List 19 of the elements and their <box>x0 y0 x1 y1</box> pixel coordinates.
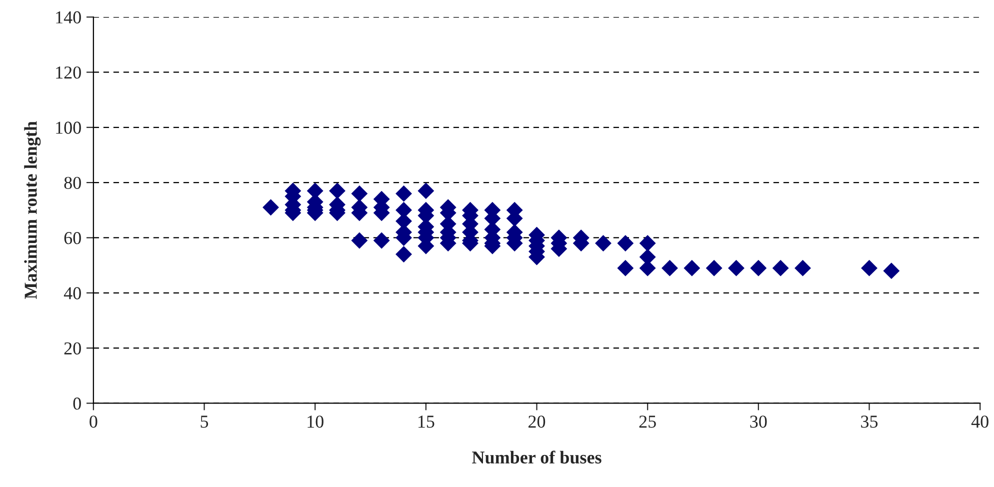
y-tick-label: 100 <box>56 122 81 134</box>
y-axis-title: Maximum route length <box>24 121 41 299</box>
y-tick-label: 80 <box>64 176 81 189</box>
y-tick-label: 40 <box>64 287 81 300</box>
x-tick-label: 30 <box>750 416 767 428</box>
y-tick-label: 60 <box>64 232 81 244</box>
x-tick-label: 5 <box>200 416 208 428</box>
y-tick-label: 120 <box>56 66 81 79</box>
x-tick-label: 0 <box>90 416 98 428</box>
x-tick-label: 40 <box>971 416 988 428</box>
y-tick-label: 0 <box>73 397 81 410</box>
x-tick-label: 25 <box>639 416 656 428</box>
y-tick-label: 20 <box>64 342 81 355</box>
x-axis-title: Number of buses <box>472 450 602 464</box>
y-tick-label: 140 <box>56 11 81 24</box>
x-tick-label: 10 <box>308 416 324 428</box>
x-tick-label: 15 <box>418 416 434 428</box>
x-tick-label: 20 <box>528 416 546 428</box>
x-tick-label: 35 <box>861 416 878 428</box>
